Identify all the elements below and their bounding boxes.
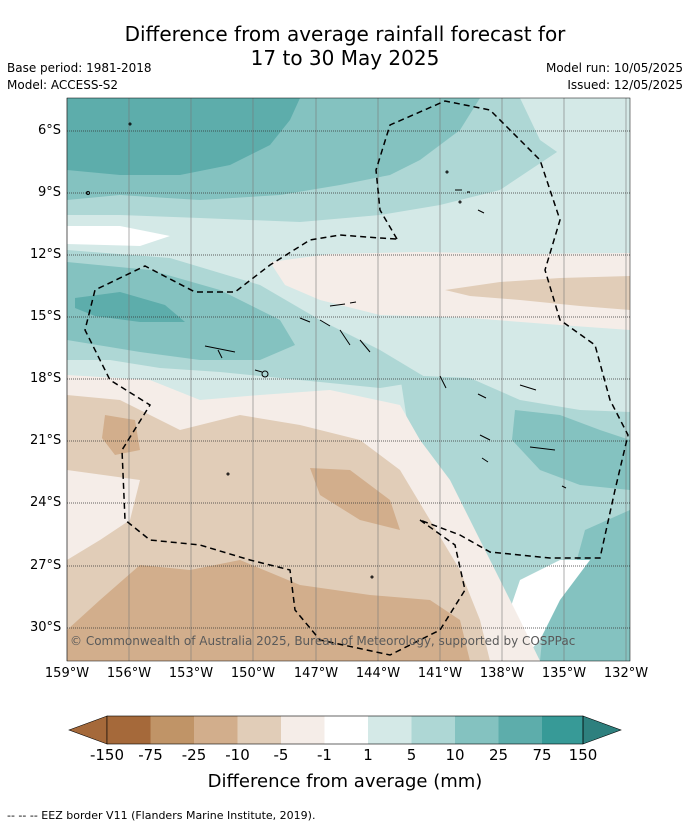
band-north-75 xyxy=(67,98,300,175)
island xyxy=(370,575,374,579)
colorbar-extend-low xyxy=(68,715,108,745)
band-south-minus10b xyxy=(67,560,470,661)
lon-label: 153°W xyxy=(168,666,214,681)
lon-label: 132°W xyxy=(603,666,649,681)
colorbar-bin xyxy=(498,716,542,744)
island xyxy=(455,189,485,214)
meta-left: Base period: 1981-2018 Model: ACCESS-S2 xyxy=(7,60,152,94)
band-central-minus5 xyxy=(445,276,630,310)
colorbar-tick-label: 5 xyxy=(406,746,417,764)
band-southeast-25 xyxy=(512,410,630,490)
colorbar-bin xyxy=(411,716,455,744)
colorbar-bin xyxy=(281,716,325,744)
island xyxy=(458,200,462,204)
eez-border-french-polynesia xyxy=(84,234,466,656)
title-line-2: 17 to 30 May 2025 xyxy=(250,46,440,70)
colorbar-bin xyxy=(237,716,281,744)
colorbar xyxy=(68,715,622,745)
eez-borders xyxy=(84,100,629,656)
lon-label: 141°W xyxy=(417,666,463,681)
eez-border-cook-islands xyxy=(375,100,629,559)
colorbar-bin xyxy=(150,716,194,744)
colorbar-tick-label: 1 xyxy=(363,746,373,764)
colorbar-tick-label: 10 xyxy=(445,746,465,764)
lon-label: 147°W xyxy=(293,666,339,681)
model-name: Model: ACCESS-S2 xyxy=(7,78,119,92)
colorbar-bin xyxy=(107,716,151,744)
band-south-minus10 xyxy=(310,468,400,530)
meta-right: Model run: 10/05/2025 Issued: 12/05/2025 xyxy=(546,60,683,94)
islands xyxy=(86,122,567,579)
lon-label: 138°W xyxy=(479,666,525,681)
band-southeast-25b xyxy=(540,510,630,661)
colorbar-bin xyxy=(542,716,583,744)
title-line-1: Difference from average rainfall forecas… xyxy=(124,22,566,46)
island xyxy=(439,375,491,463)
colorbar-bin xyxy=(194,716,238,744)
lon-label: 144°W xyxy=(355,666,401,681)
lat-label: 18°S xyxy=(30,371,62,386)
white-strip-north xyxy=(67,226,170,246)
band-west-25 xyxy=(67,262,295,360)
lat-label: 9°S xyxy=(38,185,62,200)
island xyxy=(519,384,567,489)
island xyxy=(261,370,269,378)
colorbar-extend-high xyxy=(582,715,622,745)
island xyxy=(226,472,230,476)
colorbar-bin xyxy=(368,716,412,744)
island xyxy=(254,369,263,373)
band-northeast-5 xyxy=(520,98,630,190)
lon-label: 159°W xyxy=(44,666,90,681)
colorbar-bin xyxy=(455,716,499,744)
island xyxy=(128,122,132,126)
island xyxy=(329,301,357,307)
colorbar-tick-label: -5 xyxy=(273,746,289,764)
issued-date: Issued: 12/05/2025 xyxy=(567,78,683,92)
lat-label: 30°S xyxy=(30,620,62,635)
colorbar-tick-label: 75 xyxy=(532,746,552,764)
colorbar-tick-label: -150 xyxy=(89,746,125,764)
colorbar-outline xyxy=(106,715,584,745)
colorbar-tick-label: 25 xyxy=(488,746,509,764)
colorbar-tick-label: -75 xyxy=(138,746,163,764)
lat-label: 27°S xyxy=(30,558,62,573)
colorbar-tick-label: -10 xyxy=(225,746,250,764)
band-west-75 xyxy=(75,292,185,322)
lon-label: 135°W xyxy=(541,666,587,681)
colorbar-title: Difference from average (mm) xyxy=(207,771,483,792)
lat-label: 21°S xyxy=(30,433,62,448)
lat-label: 6°S xyxy=(38,123,62,138)
colorbar-tick-label: -25 xyxy=(181,746,207,764)
island xyxy=(204,345,236,359)
lat-label: 24°S xyxy=(30,495,62,510)
rainfall-field xyxy=(67,98,630,661)
island xyxy=(86,191,90,195)
colorbar-tick-label: -1 xyxy=(317,746,332,764)
lat-label: 15°S xyxy=(30,309,62,324)
eez-footnote: -- -- -- EEZ border V11 (Flanders Marine… xyxy=(7,809,316,822)
map-frame xyxy=(66,97,631,662)
colorbar-bin xyxy=(324,716,368,744)
lat-label: 12°S xyxy=(30,247,62,262)
colorbar-tick-label: 150 xyxy=(568,746,598,764)
island xyxy=(299,317,371,353)
model-run: Model run: 10/05/2025 xyxy=(545,61,683,75)
band-south-minus10c xyxy=(102,415,140,455)
lon-label: 150°W xyxy=(230,666,276,681)
copyright-notice: © Commonwealth of Australia 2025, Bureau… xyxy=(70,634,576,648)
island xyxy=(445,170,449,174)
base-period: Base period: 1981-2018 xyxy=(7,61,152,75)
lon-label: 156°W xyxy=(106,666,152,681)
chart-title: Difference from average rainfall forecas… xyxy=(0,22,690,70)
